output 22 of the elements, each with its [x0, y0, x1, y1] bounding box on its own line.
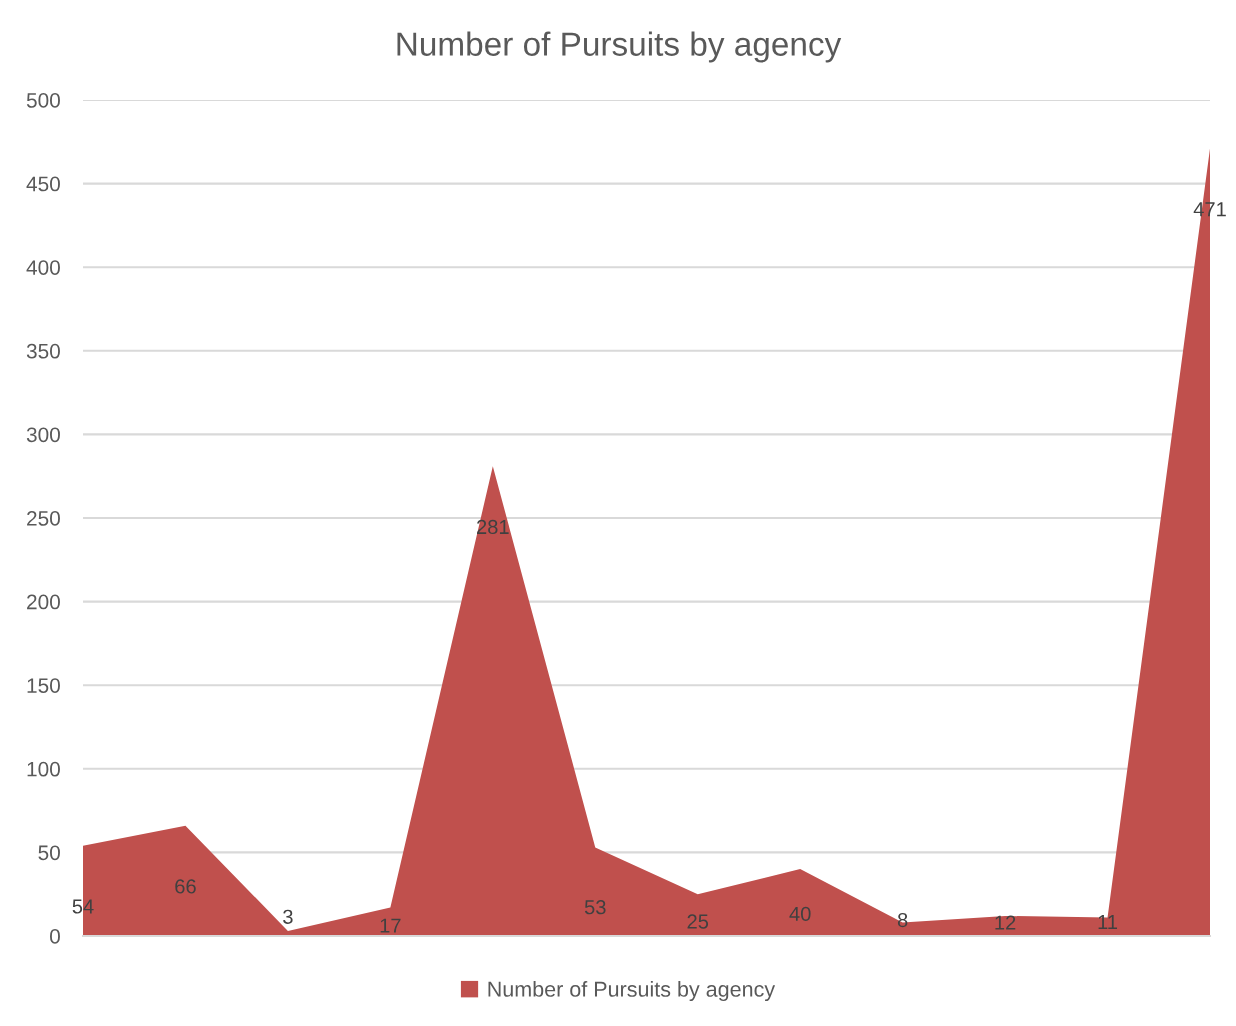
y-tick-label: 250	[27, 511, 60, 526]
data-label: 54	[72, 899, 94, 914]
data-label: 40	[789, 906, 811, 921]
legend-label: Number of Pursuits by agency	[488, 981, 776, 1002]
data-label: 53	[584, 900, 606, 915]
data-label: 11	[1098, 915, 1118, 929]
y-tick-label: 150	[27, 678, 60, 693]
y-tick-label: 400	[26, 260, 60, 275]
data-label: 66	[175, 879, 196, 894]
y-tick-label: 100	[27, 761, 60, 777]
chart-title: Number of Pursuits by agency	[397, 31, 842, 63]
y-tick-label: 0	[50, 929, 60, 944]
y-tick-label: 50	[38, 845, 60, 861]
y-tick-label: 450	[26, 176, 60, 192]
data-label: 25	[687, 914, 709, 929]
data-label: 12	[995, 915, 1016, 930]
y-tick-label: 200	[27, 594, 60, 610]
data-label: 3	[283, 909, 293, 924]
data-label: 17	[380, 918, 401, 933]
y-tick-label: 300	[26, 427, 60, 443]
y-tick-label: 350	[26, 343, 60, 359]
y-tick-label: 500	[26, 93, 60, 108]
